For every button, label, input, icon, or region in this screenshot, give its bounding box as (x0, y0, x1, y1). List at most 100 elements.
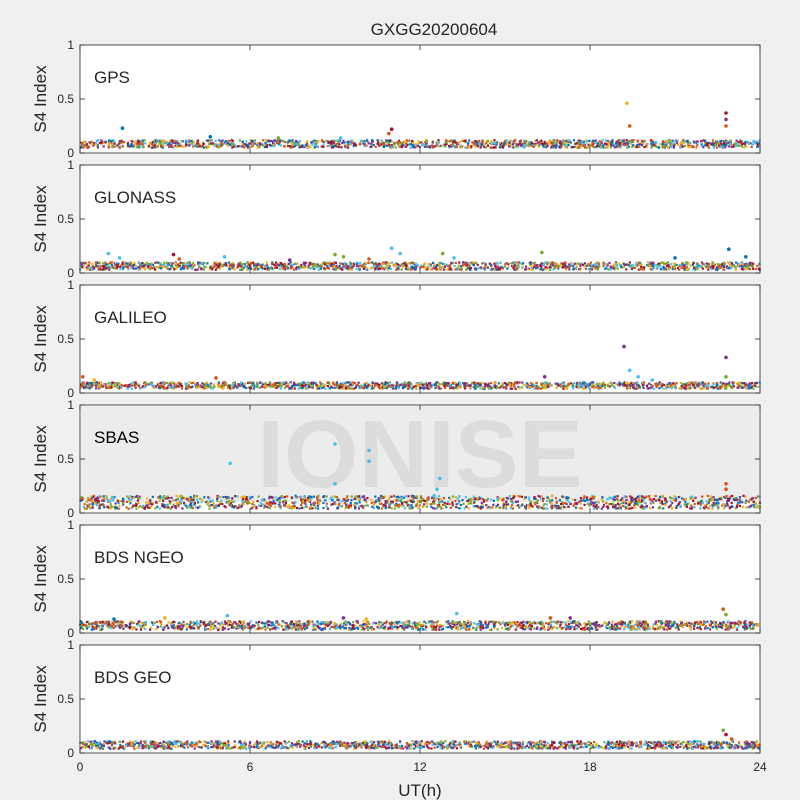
data-point (177, 257, 181, 261)
data-point (222, 254, 227, 259)
data-point (341, 254, 346, 259)
data-point (81, 375, 85, 379)
x-tick-label: 0 (77, 760, 84, 774)
panel-label: GPS (94, 68, 130, 87)
baseline-scatter (79, 494, 762, 510)
x-axis-label: UT(h) (398, 781, 441, 800)
data-point (92, 378, 96, 382)
panel-glonass: 0 0.5 1 GLONASS S4 Index (31, 158, 761, 280)
y-tick-label: 0.5 (57, 572, 74, 586)
y-axis-label: S4 Index (31, 665, 50, 733)
y-tick-label: 1 (67, 638, 74, 652)
plot-area (80, 645, 760, 753)
data-point (724, 111, 728, 115)
y-axis-label: S4 Index (31, 425, 50, 493)
x-tick-label: 24 (753, 760, 767, 774)
data-point (548, 616, 553, 620)
y-axis-label: S4 Index (31, 185, 50, 253)
data-point (542, 375, 547, 379)
data-point (727, 247, 731, 251)
y-tick-label: 0.5 (57, 212, 74, 226)
data-point (106, 251, 111, 256)
panel-label: BDS GEO (94, 668, 171, 687)
data-point (568, 616, 572, 620)
panel-gps: 0 0.5 1 GPS S4 Index (31, 38, 761, 160)
baseline-scatter (79, 620, 760, 631)
y-tick-label: 0 (67, 506, 74, 520)
data-point (540, 250, 544, 255)
y-tick-label: 1 (67, 278, 74, 292)
data-point (673, 256, 677, 260)
data-point (364, 617, 369, 621)
figure-title: GXGG20200604 (371, 20, 498, 39)
y-tick-label: 0.5 (57, 92, 74, 106)
data-point (117, 256, 122, 260)
data-point (721, 728, 725, 733)
data-point (338, 136, 343, 140)
y-tick-label: 0 (67, 386, 74, 400)
baseline-scatter (79, 740, 761, 750)
data-point (452, 256, 456, 260)
data-point (276, 136, 281, 140)
data-point (455, 611, 459, 616)
baseline-scatter (79, 261, 761, 271)
data-point (627, 368, 632, 373)
data-point (228, 461, 232, 466)
data-point (724, 375, 728, 379)
plot-area (80, 525, 760, 633)
baseline-scatter (79, 381, 761, 390)
data-point (724, 355, 728, 360)
y-tick-label: 0 (67, 266, 74, 280)
plot-area (80, 285, 760, 393)
data-point (622, 344, 626, 349)
data-point (627, 124, 632, 128)
panel-label: GLONASS (94, 188, 176, 207)
data-point (398, 251, 403, 256)
data-point (724, 482, 728, 486)
y-tick-label: 0.5 (57, 332, 74, 346)
data-point (214, 376, 218, 380)
y-tick-label: 1 (67, 38, 74, 52)
data-point (367, 257, 371, 261)
panel-label: BDS NGEO (94, 548, 184, 567)
data-point (287, 258, 292, 262)
data-point (636, 375, 640, 379)
data-point (729, 737, 734, 741)
data-point (724, 124, 728, 128)
panel-label: GALILEO (94, 308, 167, 327)
data-point (208, 135, 213, 139)
data-point (625, 101, 629, 106)
y-axis-label: S4 Index (31, 545, 50, 613)
data-point (650, 378, 655, 382)
plot-area (80, 165, 760, 273)
data-point (389, 127, 394, 131)
data-point (438, 476, 442, 481)
data-point (120, 126, 125, 130)
data-point (744, 254, 748, 259)
y-tick-label: 1 (67, 518, 74, 532)
data-point (333, 252, 337, 257)
y-tick-label: 0 (67, 626, 74, 640)
data-point (225, 613, 230, 618)
panels: 0 0.5 1 GPS S4 Index 0 0.5 1 GLONASS S4 Index 0 0.5… (31, 38, 767, 774)
y-tick-label: 0.5 (57, 692, 74, 706)
plot-area (80, 45, 760, 153)
data-point (435, 487, 439, 492)
data-point (724, 732, 728, 737)
data-point (112, 617, 116, 621)
panel-galileo: 0 0.5 1 GALILEO S4 Index (31, 278, 761, 400)
data-point (367, 448, 371, 453)
data-point (163, 616, 167, 620)
data-point (333, 442, 337, 446)
panel-sbas: IONISE 0 0.5 1 SBAS S4 Index (31, 398, 762, 520)
watermark-band (81, 406, 759, 502)
data-point (387, 131, 391, 136)
x-tick-label: 6 (247, 760, 254, 774)
y-tick-label: 1 (67, 158, 74, 172)
y-tick-label: 0 (67, 146, 74, 160)
data-point (341, 616, 346, 620)
x-tick-label: 18 (583, 760, 597, 774)
data-point (367, 459, 371, 464)
